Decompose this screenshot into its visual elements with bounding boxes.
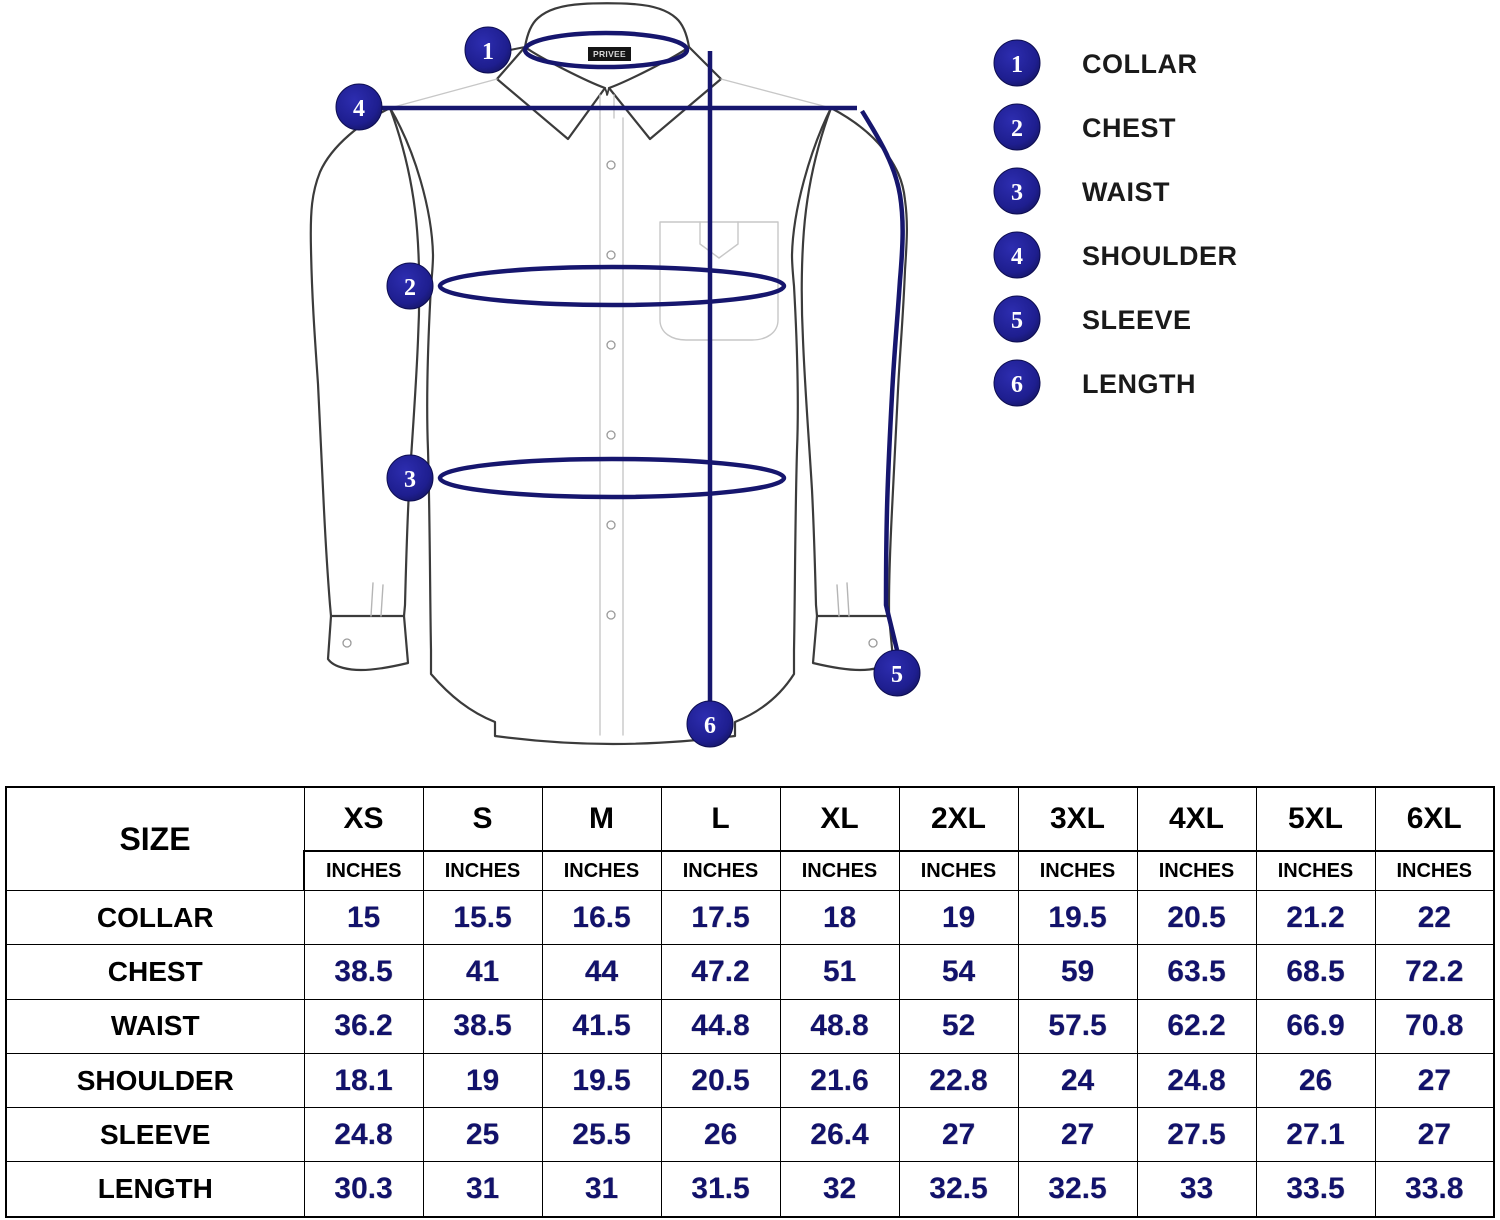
svg-text:SHOULDER: SHOULDER: [1082, 241, 1238, 271]
svg-text:5: 5: [1011, 308, 1023, 334]
svg-text:4: 4: [353, 96, 365, 122]
svg-text:3: 3: [404, 467, 416, 493]
svg-text:PRIVEE: PRIVEE: [593, 49, 626, 59]
svg-text:LENGTH: LENGTH: [1082, 369, 1196, 399]
svg-text:2: 2: [404, 275, 416, 301]
svg-text:6: 6: [704, 713, 716, 739]
svg-text:WAIST: WAIST: [1082, 177, 1170, 207]
svg-text:4: 4: [1011, 244, 1023, 270]
svg-text:1: 1: [1011, 52, 1023, 78]
svg-text:6: 6: [1011, 372, 1023, 398]
svg-text:SLEEVE: SLEEVE: [1082, 305, 1192, 335]
svg-text:1: 1: [482, 39, 494, 65]
svg-text:CHEST: CHEST: [1082, 113, 1176, 143]
svg-text:COLLAR: COLLAR: [1082, 49, 1197, 79]
svg-text:3: 3: [1011, 180, 1023, 206]
svg-text:5: 5: [891, 662, 903, 688]
svg-text:2: 2: [1011, 116, 1023, 142]
